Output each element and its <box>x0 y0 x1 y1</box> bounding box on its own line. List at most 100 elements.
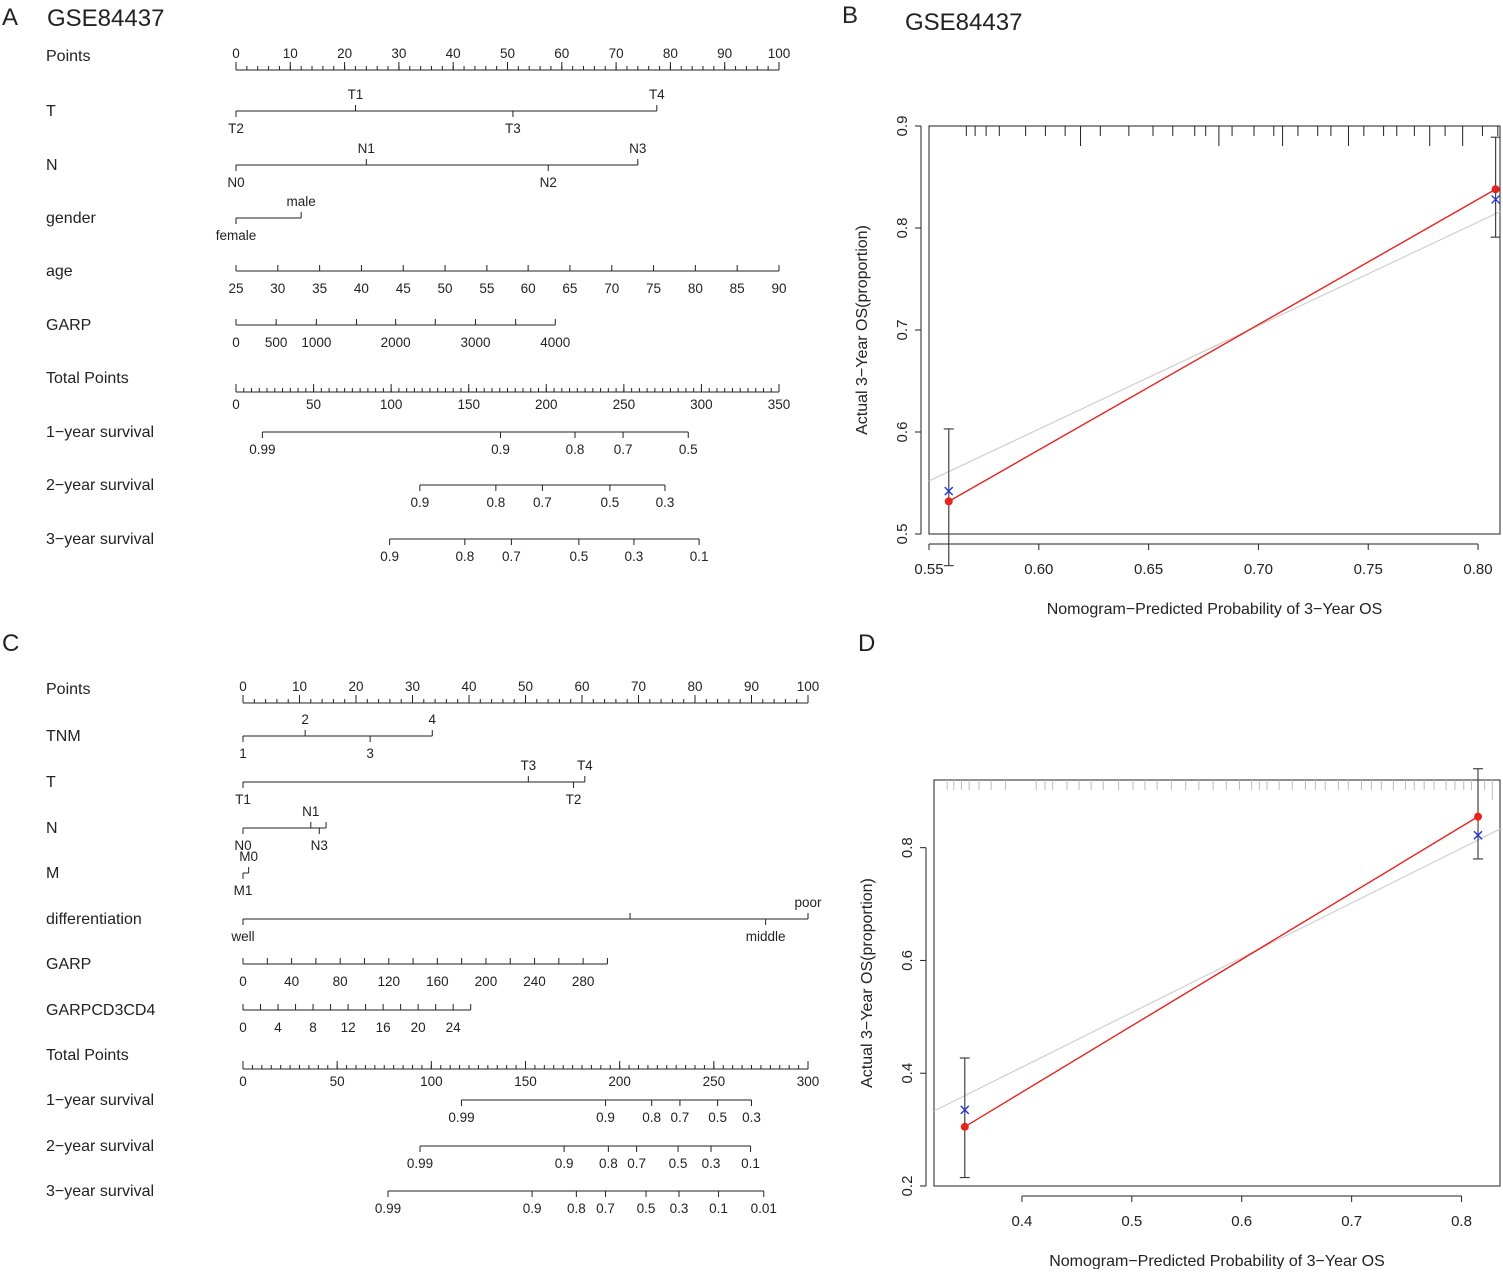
row-label: GARP <box>46 956 91 973</box>
survival-tick-label: 0.5 <box>679 442 698 457</box>
observed-line <box>964 816 1479 1128</box>
continuous-tick-label: 3000 <box>460 335 490 350</box>
scale-tick-label: 150 <box>514 1074 537 1089</box>
nomogram-row: 2−year survival 0.99 0.9 0.8 0.7 0.5 0.3 0.1 <box>46 1138 760 1171</box>
row-label: GARP <box>46 317 91 334</box>
y-tick-label: 0.8 <box>899 837 916 858</box>
survival-tick-label: 0.9 <box>380 549 399 564</box>
survival-tick-label: 0.7 <box>502 549 521 564</box>
scale-tick-label: 100 <box>380 397 403 412</box>
nomogram-row: TNM 1 2 3 4 <box>46 712 437 761</box>
survival-tick-label: 0.5 <box>669 1156 688 1171</box>
y-tick-label: 0.2 <box>899 1176 916 1197</box>
continuous-tick-label: 4 <box>274 1020 282 1035</box>
ideal-line <box>933 828 1501 1112</box>
scale-tick-label: 250 <box>613 397 636 412</box>
scale-tick-label: 50 <box>330 1074 345 1089</box>
y-tick-label: 0.8 <box>894 218 911 239</box>
y-tick-label: 0.5 <box>894 524 911 545</box>
survival-tick-label: 0.9 <box>596 1110 615 1125</box>
scale-tick-label: 80 <box>663 46 678 61</box>
y-tick-label: 0.6 <box>894 422 911 443</box>
factor-level-label: N2 <box>540 175 557 190</box>
continuous-tick-label: 65 <box>562 281 577 296</box>
scale-tick-label: 300 <box>797 1074 820 1089</box>
survival-tick-label: 0.9 <box>523 1201 542 1216</box>
scale-tick-label: 300 <box>690 397 713 412</box>
factor-level-label: N0 <box>227 175 244 190</box>
nomogram-row: age 25 30 35 40 45 50 55 60 65 70 75 80 85 90 <box>46 263 787 296</box>
nomogram-row: 2−year survival 0.9 0.8 0.7 0.5 0.3 <box>46 477 674 510</box>
panel-a-title: GSE84437 <box>47 5 164 32</box>
continuous-tick-label: 45 <box>396 281 411 296</box>
survival-tick-label: 0.99 <box>448 1110 474 1125</box>
continuous-tick-label: 1000 <box>301 335 331 350</box>
survival-tick-label: 0.8 <box>642 1110 661 1125</box>
row-label: 1−year survival <box>46 424 154 441</box>
scale-tick-label: 60 <box>554 46 569 61</box>
continuous-tick-label: 75 <box>646 281 661 296</box>
continuous-tick-label: 200 <box>475 974 498 989</box>
continuous-tick-label: 80 <box>688 281 703 296</box>
factor-level-label: 2 <box>301 712 309 727</box>
observed-point <box>944 497 953 506</box>
scale-tick-label: 70 <box>631 679 646 694</box>
continuous-tick-label: 80 <box>333 974 348 989</box>
observed-point <box>960 1122 969 1131</box>
nomogram-row: gender female male <box>46 194 316 243</box>
scale-tick-label: 0 <box>232 397 240 412</box>
survival-tick-label: 0.3 <box>625 549 644 564</box>
nomogram-row: 1−year survival 0.99 0.9 0.8 0.7 0.5 <box>46 424 698 457</box>
factor-level-label: T1 <box>235 792 251 807</box>
scale-tick-label: 150 <box>457 397 480 412</box>
nomogram-row: M M0 M1 <box>46 849 258 898</box>
scale-tick-label: 100 <box>797 679 820 694</box>
x-tick-label: 0.8 <box>1451 1213 1472 1230</box>
factor-level-label: T2 <box>228 121 244 136</box>
row-label: T <box>46 774 56 791</box>
continuous-tick-label: 24 <box>446 1020 462 1035</box>
factor-level-label: middle <box>746 929 786 944</box>
panel-letter-d: D <box>858 630 875 657</box>
nomogram-row: differentiation well middle poor <box>46 895 822 944</box>
survival-tick-label: 0.9 <box>555 1156 574 1171</box>
continuous-tick-label: 4000 <box>540 335 570 350</box>
continuous-tick-label: 120 <box>378 974 401 989</box>
scale-tick-label: 350 <box>768 397 791 412</box>
panel-letter-a: A <box>2 4 18 31</box>
panel-b-title: GSE84437 <box>905 9 1022 36</box>
nomogram-row: N N0 N1 N2 N3 <box>46 141 646 190</box>
survival-tick-label: 0.8 <box>455 549 474 564</box>
nomogram-row: 3−year survival 0.9 0.8 0.7 0.5 0.3 0.1 <box>46 531 708 564</box>
bias-corrected-marker <box>944 486 954 496</box>
x-tick-label: 0.6 <box>1231 1213 1252 1230</box>
factor-level-label: 3 <box>366 746 374 761</box>
row-label: TNM <box>46 728 81 745</box>
y-axis-label: Actual 3−Year OS(proportion) <box>859 878 876 1088</box>
survival-tick-label: 0.99 <box>407 1156 433 1171</box>
scale-tick-label: 60 <box>574 679 589 694</box>
row-label: 2−year survival <box>46 477 154 494</box>
scale-tick-label: 90 <box>717 46 732 61</box>
scale-tick-label: 90 <box>744 679 759 694</box>
scale-tick-label: 200 <box>608 1074 631 1089</box>
factor-level-label: T3 <box>505 121 521 136</box>
scale-tick-label: 0 <box>239 679 247 694</box>
continuous-tick-label: 0 <box>239 974 247 989</box>
continuous-tick-label: 20 <box>411 1020 426 1035</box>
factor-level-label: N0 <box>234 838 251 853</box>
observed-point <box>1491 185 1500 194</box>
factor-level-label: T4 <box>577 758 593 773</box>
factor-level-label: N1 <box>358 141 375 156</box>
nomogram-row: N N0 N1 N3 <box>46 804 328 853</box>
bias-corrected-marker <box>1491 194 1501 204</box>
scale-tick-label: 20 <box>337 46 352 61</box>
continuous-tick-label: 25 <box>228 281 243 296</box>
survival-tick-label: 0.7 <box>614 442 633 457</box>
row-label: GARPCD3CD4 <box>46 1002 155 1019</box>
nomogram-row: GARP 0 500 1000 2000 3000 4000 <box>46 317 570 350</box>
continuous-tick-label: 2000 <box>381 335 411 350</box>
survival-tick-label: 0.3 <box>656 495 675 510</box>
factor-level-label: M0 <box>239 849 258 864</box>
continuous-tick-label: 0 <box>232 335 240 350</box>
